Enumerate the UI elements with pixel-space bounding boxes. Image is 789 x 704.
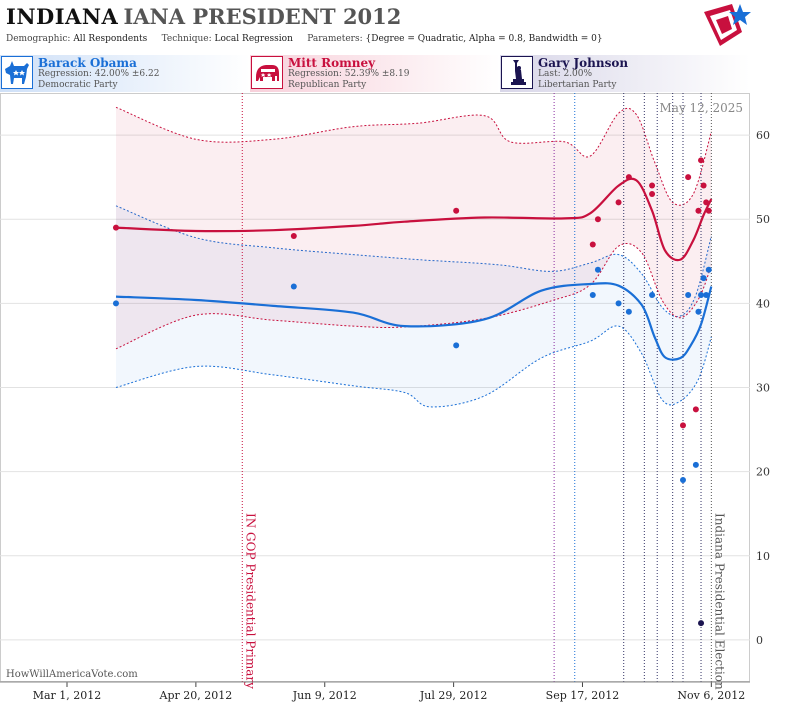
demographic-value: All Respondents <box>73 34 148 44</box>
poll-point <box>698 157 705 164</box>
candidate-name: Mitt Romney <box>288 56 376 70</box>
demographic-label: Demographic: <box>6 34 71 44</box>
chart-title: INDIANA IANA PRESIDENT 2012 <box>6 4 401 34</box>
parameters-value: {Degree = Quadratic, Alpha = 0.8, Bandwi… <box>365 34 603 44</box>
poll-point <box>698 620 705 627</box>
y-tick-label: 50 <box>756 213 770 226</box>
x-tick-label: Mar 1, 2012 <box>33 689 102 702</box>
confidence-band <box>116 205 712 407</box>
x-tick-label: Jul 29, 2012 <box>419 689 488 702</box>
elephant-icon <box>251 56 283 89</box>
candidate-legend: Barack Obama Regression: 42.00% ±6.22 De… <box>0 55 789 93</box>
poll-point <box>290 233 297 240</box>
candidate-party: Libertarian Party <box>538 80 617 90</box>
poll-point <box>594 216 601 223</box>
event-label: IN GOP Presidential Primary <box>243 513 257 689</box>
y-tick-label: 40 <box>756 297 770 310</box>
poll-point <box>700 182 707 189</box>
x-tick-label: Apr 20, 2012 <box>159 689 233 702</box>
band-lower-line <box>115 325 712 408</box>
candidate-party: Democratic Party <box>38 80 118 90</box>
poll-point <box>453 342 460 349</box>
site-logo-icon[interactable] <box>702 2 752 50</box>
poll-point <box>695 308 702 315</box>
candidate-party: Republican Party <box>288 80 367 90</box>
parameters-label: Parameters: <box>307 34 363 44</box>
y-tick-label: 60 <box>756 129 770 142</box>
poll-point <box>692 461 699 468</box>
poll-point <box>692 406 699 413</box>
y-tick-label: 0 <box>756 634 763 647</box>
legend-item-obama[interactable]: Barack Obama Regression: 42.00% ±6.22 De… <box>0 55 250 92</box>
band-upper-line <box>115 106 712 206</box>
parameters-line: Demographic: All Respondents Technique: … <box>6 34 603 44</box>
poll-point <box>649 190 656 197</box>
poll-point <box>290 283 297 290</box>
poll-point <box>703 199 710 206</box>
x-tick-label: Nov 6, 2012 <box>677 689 745 702</box>
poll-point <box>625 174 632 181</box>
poll-point <box>685 291 692 298</box>
trend-line <box>115 177 713 262</box>
band-lower-line <box>115 243 712 350</box>
technique-value: Local Regression <box>214 34 293 44</box>
poll-point <box>705 266 712 273</box>
x-tick-label: Sep 17, 2012 <box>546 689 620 702</box>
poll-point <box>649 291 656 298</box>
candidate-name: Barack Obama <box>38 56 137 70</box>
statue-of-liberty-icon <box>501 56 533 89</box>
poll-point <box>453 207 460 214</box>
candidate-regression: Regression: 42.00% ±6.22 <box>38 69 160 79</box>
poll-point <box>589 241 596 248</box>
candidate-name: Gary Johnson <box>538 56 629 70</box>
trend-line <box>115 282 713 361</box>
donkey-icon <box>1 56 33 89</box>
poll-point <box>594 266 601 273</box>
regression-chart: IN GOP Presidential Primary Indiana Presi… <box>0 93 770 702</box>
y-tick-label: 10 <box>756 550 770 563</box>
legend-item-romney[interactable]: Mitt Romney Regression: 52.39% ±8.19 Rep… <box>250 55 500 92</box>
poll-point <box>685 174 692 181</box>
title-state: INDIANA <box>6 4 119 29</box>
confidence-band <box>116 107 712 349</box>
candidate-last-value: Last: 2.00% <box>538 69 593 79</box>
y-tick-label: 30 <box>756 382 770 395</box>
poll-point <box>589 291 596 298</box>
poll-point <box>698 291 705 298</box>
poll-point <box>700 275 707 282</box>
legend-item-johnson[interactable]: Gary Johnson Last: 2.00% Libertarian Par… <box>500 55 750 92</box>
event-label: Indiana Presidential Election <box>712 513 726 690</box>
poll-point <box>615 199 622 206</box>
candidate-regression: Regression: 52.39% ±8.19 <box>288 69 410 79</box>
title-race: IANA PRESIDENT 2012 <box>123 4 402 29</box>
poll-point <box>649 182 656 189</box>
poll-point <box>695 207 702 214</box>
poll-point <box>625 308 632 315</box>
poll-point <box>679 477 686 484</box>
poll-point <box>615 300 622 307</box>
poll-point <box>112 300 119 307</box>
poll-point <box>703 291 710 298</box>
date-stamp: May 12, 2025 <box>660 101 743 115</box>
site-watermark[interactable]: HowWillAmericaVote.com <box>6 669 138 680</box>
x-tick-label: Jun 9, 2012 <box>292 689 357 702</box>
y-tick-label: 20 <box>756 466 770 479</box>
poll-point <box>705 207 712 214</box>
poll-point <box>679 422 686 429</box>
poll-point <box>112 224 119 231</box>
technique-label: Technique: <box>161 34 212 44</box>
